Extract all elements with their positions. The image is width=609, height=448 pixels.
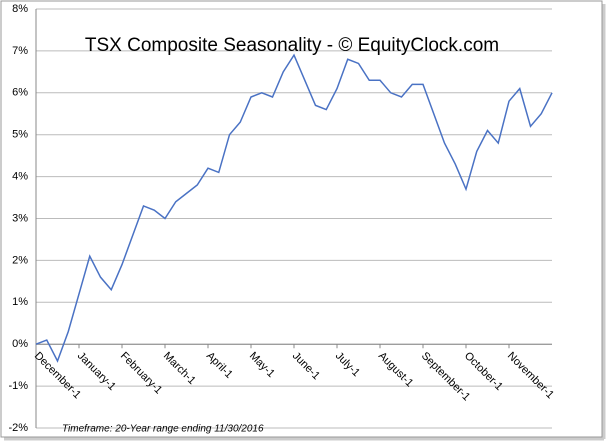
- y-tick-label: -2%: [8, 422, 28, 434]
- line-series: [35, 53, 553, 363]
- y-tick-label: 1%: [12, 296, 28, 308]
- chart-title: TSX Composite Seasonality - © EquityCloc…: [85, 35, 499, 56]
- y-tick-label: 4%: [12, 171, 28, 183]
- y-tick-label: 6%: [12, 87, 28, 99]
- y-tick-label: 7%: [12, 45, 28, 57]
- y-tick-label: 5%: [12, 129, 28, 141]
- y-tick-label: -1%: [8, 380, 28, 392]
- y-tick-label: 0%: [12, 338, 28, 350]
- y-tick-label: 2%: [12, 254, 28, 266]
- footnote: Timeframe: 20-Year range ending 11/30/20…: [62, 424, 264, 435]
- y-tick-label: 3%: [12, 212, 28, 224]
- y-tick-label: 8%: [12, 3, 28, 15]
